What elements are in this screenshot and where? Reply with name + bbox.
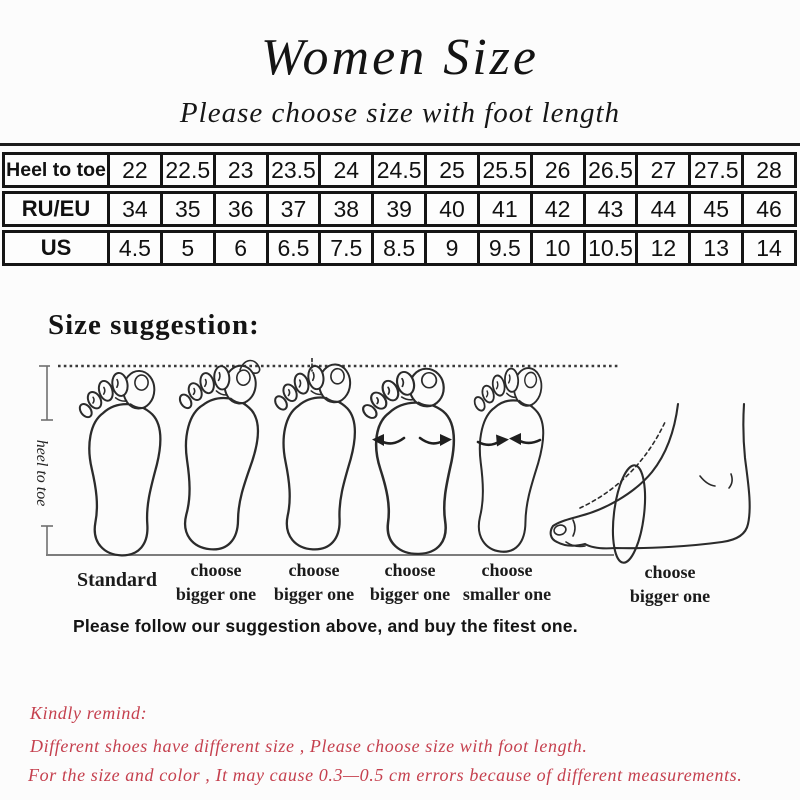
table-cell: 28 <box>741 155 794 185</box>
row-header: US <box>40 235 72 260</box>
table-cell: 46 <box>741 194 794 224</box>
table-cell: 41 <box>476 194 530 224</box>
table-cell: 22.5 <box>159 155 213 185</box>
table-cell: 9 <box>424 233 477 263</box>
remind-line-2: Different shoes have different size , Pl… <box>30 736 588 756</box>
table-cell: 26 <box>529 155 583 185</box>
foot-label-side: choose bigger one <box>629 562 711 606</box>
heel-to-toe-axis: heel to toe <box>33 365 53 555</box>
foot-label-standard: Standard <box>76 569 158 591</box>
size-suggestion-figure: heel to toe <box>33 358 751 564</box>
table-cell: 38 <box>318 194 371 224</box>
table-cell: 23.5 <box>265 155 319 185</box>
table-cell: 14 <box>741 233 794 263</box>
table-cell: 27 <box>635 155 688 185</box>
suggestion-footnote: Please follow our suggestion above, and … <box>73 616 578 636</box>
size-conversion-table: Heel to toe 22 22.5 23 23.5 24 24.5 25 2… <box>2 152 797 269</box>
remind-line-3: For the size and color , It may cause 0.… <box>28 765 743 785</box>
remind-heading: Kindly remind: <box>30 703 148 723</box>
table-cell: 24 <box>318 155 371 185</box>
table-cell: 4.5 <box>107 233 160 263</box>
table-row-ru-eu: RU/EU 34 35 36 37 38 39 40 41 42 43 44 4… <box>2 191 797 227</box>
table-cell: 12 <box>635 233 688 263</box>
row-header: RU/EU <box>21 196 91 221</box>
table-cell: 44 <box>635 194 688 224</box>
table-row-us: US 4.5 5 6 6.5 7.5 8.5 9 9.5 10 10.5 12 … <box>2 230 797 266</box>
foot-illustration-long-toes <box>263 358 360 553</box>
table-cell: 10.5 <box>582 233 636 263</box>
table-cell: 5 <box>159 233 213 263</box>
foot-illustration-wide <box>357 366 460 557</box>
foot-label-5: choose smaller one <box>462 560 552 604</box>
foot-label-4: choose bigger one <box>369 560 451 604</box>
table-cell: 7.5 <box>318 233 371 263</box>
foot-label-2: choose bigger one <box>175 560 257 604</box>
table-cell: 36 <box>212 194 266 224</box>
table-row-heel-to-toe: Heel to toe 22 22.5 23 23.5 24 24.5 25 2… <box>2 152 797 188</box>
table-cell: 23 <box>212 155 266 185</box>
foot-illustration-long-second-toe <box>160 358 267 555</box>
table-cell: 8.5 <box>371 233 424 263</box>
page-subtitle: Please choose size with foot length <box>179 97 621 129</box>
table-cell: 27.5 <box>688 155 741 185</box>
table-cell: 24.5 <box>371 155 424 185</box>
foot-illustration-side-instep <box>549 402 751 564</box>
table-cell: 43 <box>582 194 636 224</box>
table-cell: 9.5 <box>476 233 530 263</box>
table-top-rule <box>0 143 800 146</box>
table-cell: 35 <box>159 194 213 224</box>
foot-illustration-standard <box>72 368 164 558</box>
table-cell: 45 <box>688 194 741 224</box>
table-cell: 10 <box>529 233 583 263</box>
page-title: Women Size <box>261 29 539 86</box>
table-cell: 25 <box>424 155 477 185</box>
table-cell: 13 <box>688 233 741 263</box>
table-cell: 39 <box>371 194 424 224</box>
table-cell: 6.5 <box>265 233 319 263</box>
table-cell: 40 <box>424 194 477 224</box>
foot-label-3: choose bigger one <box>273 560 355 604</box>
table-cell: 42 <box>529 194 583 224</box>
size-suggestion-heading: Size suggestion: <box>48 309 260 341</box>
girth-measure-ellipse <box>611 464 647 564</box>
table-cell: 34 <box>107 194 160 224</box>
table-cell: 22 <box>107 155 160 185</box>
table-cell: 6 <box>212 233 266 263</box>
heel-to-toe-axis-label: heel to toe <box>33 440 50 507</box>
table-cell: 25.5 <box>476 155 530 185</box>
table-cell: 26.5 <box>582 155 636 185</box>
row-header: Heel to toe <box>6 158 106 181</box>
table-cell: 37 <box>265 194 319 224</box>
foot-illustration-narrow <box>457 360 551 557</box>
